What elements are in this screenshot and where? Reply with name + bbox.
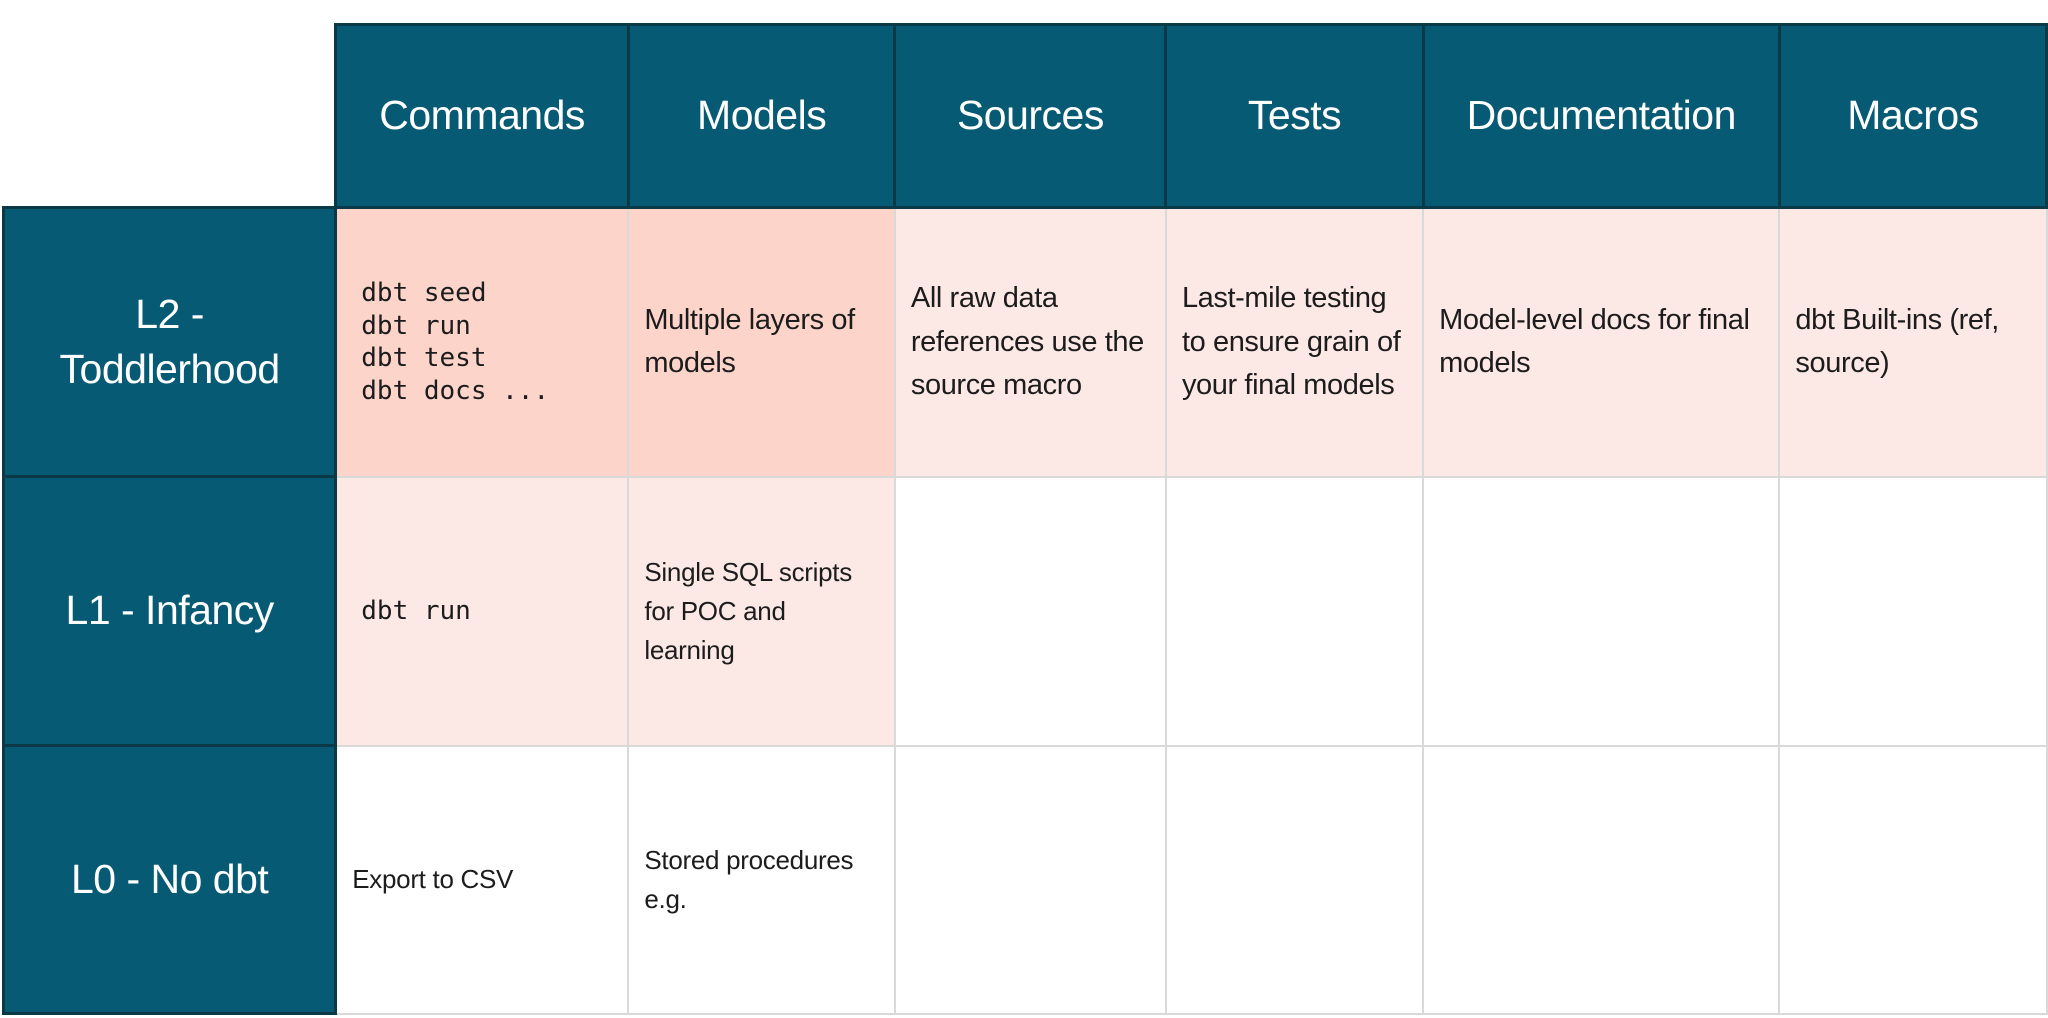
row-l2-toddlerhood: L2 - Toddlerhood dbt seed dbt run dbt te… xyxy=(1,206,2048,478)
cell-l0-sources xyxy=(893,744,1167,1015)
cell-l1-models: Single SQL scripts for POC and learning xyxy=(627,475,896,747)
cell-l0-documentation xyxy=(1422,744,1781,1015)
cell-l1-documentation xyxy=(1422,475,1781,747)
cell-l2-documentation: Model-level docs for final models xyxy=(1422,206,1781,478)
cell-l0-commands: Export to CSV xyxy=(334,744,630,1015)
column-header-models: Models xyxy=(626,23,897,209)
cell-l0-macros xyxy=(1778,744,2048,1015)
cell-l1-macros xyxy=(1778,475,2048,747)
cell-l2-tests: Last-mile testing to ensure grain of you… xyxy=(1164,206,1425,478)
row-header-l0: L0 - No dbt xyxy=(1,744,338,1015)
cell-l1-tests xyxy=(1164,475,1425,747)
column-header-macros: Macros xyxy=(1777,23,2048,209)
cell-l2-sources: All raw data references use the source m… xyxy=(893,206,1167,478)
corner-cell xyxy=(3,24,336,208)
cell-l0-tests xyxy=(1164,744,1425,1015)
column-header-documentation: Documentation xyxy=(1421,23,1781,209)
row-l1-infancy: L1 - Infancy dbt run Single SQL scripts … xyxy=(1,475,2048,747)
cell-l2-models: Multiple layers of models xyxy=(627,206,896,478)
cell-l1-sources xyxy=(893,475,1167,747)
cell-l2-macros: dbt Built-ins (ref, source) xyxy=(1778,206,2048,478)
row-header-l1: L1 - Infancy xyxy=(1,475,338,747)
column-header-tests: Tests xyxy=(1164,23,1425,209)
dbt-maturity-table: Commands Models Sources Tests Documentat… xyxy=(1,23,2048,1015)
cell-l2-commands: dbt seed dbt run dbt test dbt docs ... xyxy=(334,206,630,478)
column-header-sources: Sources xyxy=(893,23,1168,209)
cell-l1-commands: dbt run xyxy=(334,475,630,747)
row-l0-no-dbt: L0 - No dbt Export to CSV Stored procedu… xyxy=(1,744,2048,1015)
row-header-l2: L2 - Toddlerhood xyxy=(1,206,338,478)
header-row: Commands Models Sources Tests Documentat… xyxy=(3,23,2048,209)
column-header-commands: Commands xyxy=(334,23,630,209)
cell-l0-models: Stored procedures e.g. xyxy=(627,744,896,1015)
